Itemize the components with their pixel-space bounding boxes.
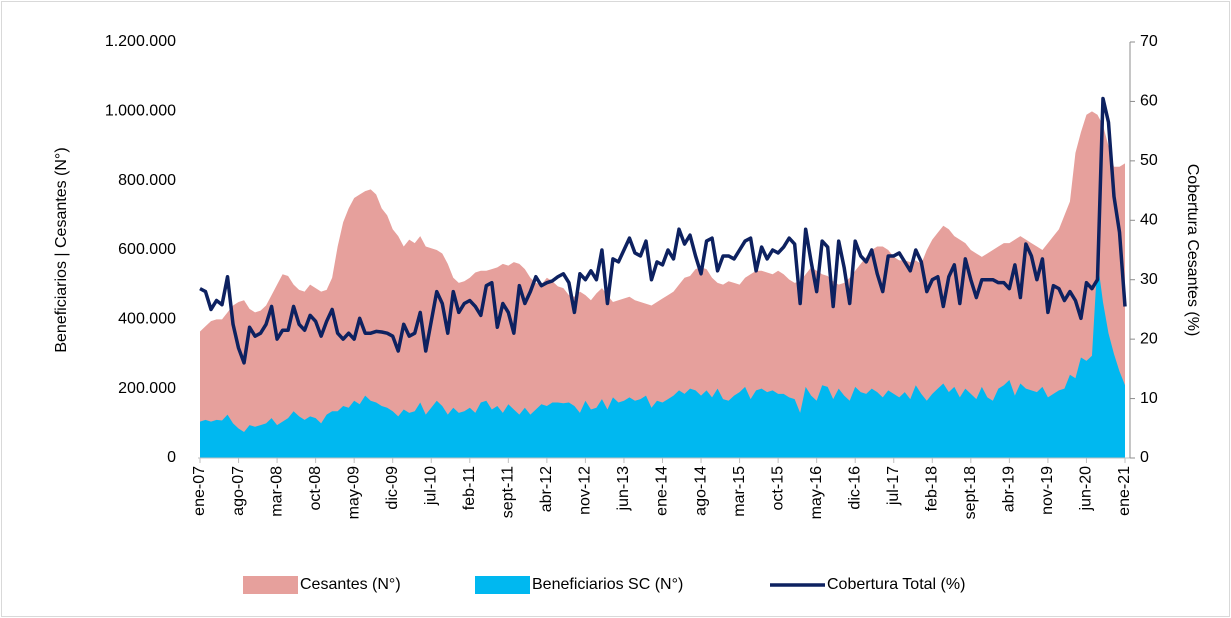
x-tick-label: may-09 bbox=[345, 466, 362, 519]
x-tick-label: ene-14 bbox=[654, 466, 671, 516]
y2-tick-label: 20 bbox=[1140, 330, 1158, 347]
y2-tick-label: 40 bbox=[1140, 212, 1158, 229]
y2-tick-label: 50 bbox=[1140, 152, 1158, 169]
y-tick-label: 800.000 bbox=[118, 172, 176, 189]
x-tick-label: ago-07 bbox=[230, 466, 247, 516]
y2-tick-label: 30 bbox=[1140, 271, 1158, 288]
x-tick-label: sept-18 bbox=[962, 466, 979, 519]
area bbox=[200, 111, 1125, 458]
y-axis-label: Beneficiarios | Cesantes (N°) bbox=[53, 147, 70, 352]
x-tick-label: abr-19 bbox=[1001, 466, 1018, 512]
x-tick-label: may-16 bbox=[808, 466, 825, 519]
x-tick-label: mar-08 bbox=[268, 466, 285, 517]
area bbox=[200, 260, 1125, 458]
legend-swatch bbox=[243, 576, 298, 594]
x-tick-label: jun-20 bbox=[1078, 466, 1095, 512]
x-tick-label: nov-12 bbox=[577, 466, 594, 515]
legend-swatch bbox=[475, 576, 530, 594]
y-tick-label: 400.000 bbox=[118, 311, 176, 328]
y2-tick-label: 0 bbox=[1140, 449, 1149, 466]
x-tick-label: feb-11 bbox=[461, 466, 478, 510]
y-tick-label: 1.000.000 bbox=[105, 103, 176, 120]
legend-label: Beneficiarios SC (N°) bbox=[532, 576, 683, 593]
x-tick-label: abr-12 bbox=[538, 466, 555, 512]
legend-label: Cobertura Total (%) bbox=[827, 576, 965, 593]
x-tick-label: mar-15 bbox=[731, 466, 748, 517]
x-tick-label: oct-08 bbox=[307, 466, 324, 511]
y-tick-label: 600.000 bbox=[118, 241, 176, 258]
x-tick-label: nov-19 bbox=[1039, 466, 1056, 515]
x-tick-label: feb-18 bbox=[924, 466, 941, 511]
y2-axis-label: Cobertura Cesantes (%) bbox=[1184, 164, 1201, 337]
x-tick-label: ene-21 bbox=[1116, 466, 1133, 516]
y-tick-label: 200.000 bbox=[118, 380, 176, 397]
x-tick-label: jun-13 bbox=[615, 466, 632, 512]
x-tick-label: jul-10 bbox=[422, 466, 439, 506]
x-tick-label: ene-07 bbox=[191, 466, 208, 516]
x-tick-label: dic-16 bbox=[846, 466, 863, 510]
y-tick-label: 1.200.000 bbox=[105, 33, 176, 50]
x-tick-label: sept-11 bbox=[500, 466, 517, 518]
y2-tick-label: 60 bbox=[1140, 93, 1158, 110]
x-tick-label: jul-17 bbox=[885, 466, 902, 506]
line bbox=[199, 96, 1127, 365]
y2-tick-label: 10 bbox=[1140, 390, 1158, 407]
x-tick-label: dic-09 bbox=[384, 466, 401, 510]
x-tick-label: ago-14 bbox=[692, 466, 709, 516]
legend-label: Cesantes (N°) bbox=[300, 576, 401, 593]
x-tick-label: oct-15 bbox=[769, 466, 786, 511]
y-tick-label: 0 bbox=[167, 449, 176, 466]
y2-tick-label: 70 bbox=[1140, 33, 1158, 50]
